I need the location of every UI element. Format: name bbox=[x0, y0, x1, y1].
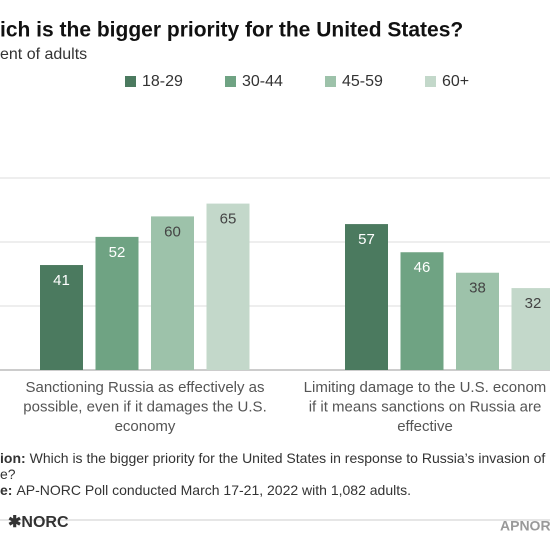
legend-label: 30-44 bbox=[242, 73, 283, 90]
x-tick-label: economy bbox=[115, 418, 176, 435]
bar bbox=[40, 265, 83, 370]
bar bbox=[95, 236, 139, 370]
logo: ✱NORC bbox=[8, 514, 69, 531]
x-tick-label: if it means sanctions on Russia are bbox=[309, 398, 542, 415]
x-tick-label: Sanctioning Russia as effectively as bbox=[25, 379, 264, 396]
value-label: 60 bbox=[164, 223, 181, 240]
value-label: 38 bbox=[469, 280, 486, 297]
bar bbox=[400, 252, 444, 370]
note-label: e: bbox=[0, 482, 12, 498]
legend-label: 60+ bbox=[442, 73, 469, 90]
x-tick-label: Limiting damage to the U.S. econom bbox=[304, 379, 547, 396]
legend-label: 45-59 bbox=[342, 73, 383, 90]
legend-swatch bbox=[225, 76, 236, 87]
value-label: 52 bbox=[109, 244, 126, 261]
chart-subtitle: ent of adults bbox=[0, 46, 87, 63]
bar bbox=[511, 288, 550, 370]
legend-swatch bbox=[325, 76, 336, 87]
bar bbox=[345, 224, 388, 370]
legend-label: 18-29 bbox=[142, 73, 183, 90]
note-text: e? bbox=[0, 466, 16, 482]
x-tick-label: possible, even if it damages the U.S. bbox=[23, 398, 266, 415]
note: ion: Which is the bigger priority for the… bbox=[0, 450, 545, 466]
value-label: 41 bbox=[53, 272, 70, 289]
value-label: 65 bbox=[220, 211, 237, 228]
note-label: ion: bbox=[0, 450, 26, 466]
chart-title: ich is the bigger priority for the Unite… bbox=[0, 19, 463, 42]
legend-swatch bbox=[125, 76, 136, 87]
bar bbox=[151, 216, 194, 370]
value-label: 57 bbox=[358, 231, 375, 248]
bar bbox=[206, 203, 250, 370]
logo: APNOR bbox=[500, 518, 550, 534]
x-tick-label: effective bbox=[397, 418, 453, 435]
note: e: AP-NORC Poll conducted March 17-21, 20… bbox=[0, 482, 411, 498]
note-text: AP-NORC Poll conducted March 17-21, 2022… bbox=[16, 482, 411, 498]
value-label: 46 bbox=[414, 259, 431, 276]
note: e? bbox=[0, 466, 16, 482]
note-text: Which is the bigger priority for the Uni… bbox=[30, 450, 546, 466]
legend-swatch bbox=[425, 76, 436, 87]
bar bbox=[456, 272, 499, 370]
value-label: 32 bbox=[525, 295, 542, 312]
